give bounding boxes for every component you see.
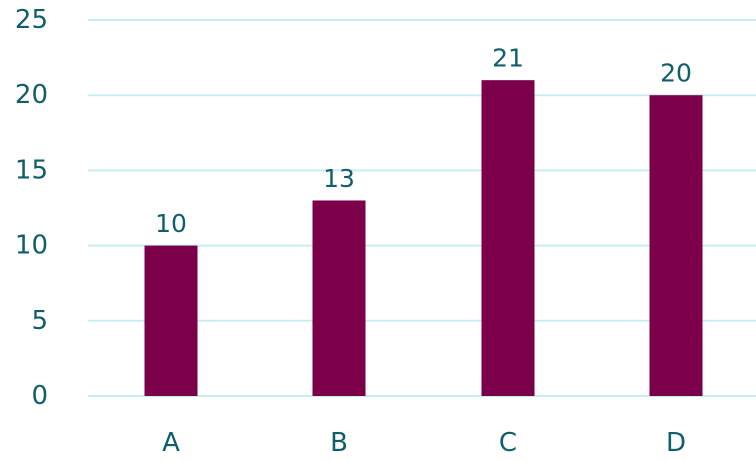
bar-A [144, 245, 198, 396]
y-tick-label: 0 [31, 381, 48, 411]
data-labels: 10 13 21 20 [155, 44, 692, 238]
y-axis-tick-labels: 0 5 10 15 20 25 [15, 5, 48, 411]
data-label-D: 20 [660, 59, 692, 88]
x-tick-label-A: A [162, 428, 180, 458]
y-tick-label: 15 [15, 155, 48, 185]
y-tick-label: 20 [15, 80, 48, 110]
data-label-C: 21 [492, 44, 524, 73]
y-tick-label: 5 [31, 306, 48, 336]
bar-D [649, 95, 703, 396]
y-tick-label: 25 [15, 5, 48, 35]
bar-B [312, 200, 366, 396]
bars [144, 80, 703, 396]
data-label-B: 13 [323, 164, 355, 193]
y-tick-label: 10 [15, 231, 48, 261]
bar-C [481, 80, 535, 396]
data-label-A: 10 [155, 209, 187, 238]
x-tick-label-B: B [330, 428, 348, 458]
x-axis-tick-labels: A B C D [162, 428, 686, 458]
x-tick-label-D: D [666, 428, 686, 458]
x-tick-label-C: C [499, 428, 517, 458]
gridlines [88, 19, 756, 397]
